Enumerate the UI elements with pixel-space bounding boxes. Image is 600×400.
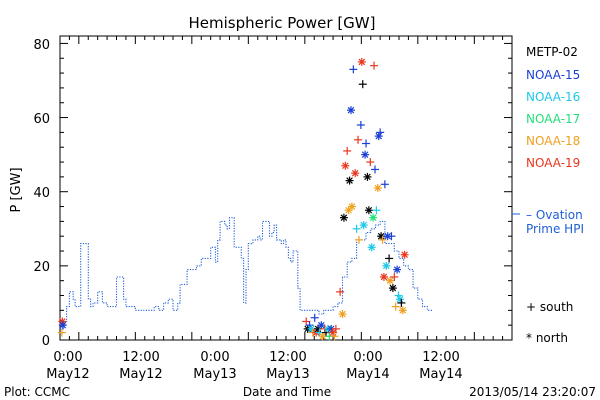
- data-point-north: [395, 295, 404, 304]
- data-point-south: [362, 139, 371, 148]
- y-tick-label: 0: [42, 334, 50, 349]
- data-point-south: [310, 313, 319, 322]
- x-tick-day: May14: [419, 367, 462, 382]
- x-tick-day: May12: [119, 367, 162, 382]
- x-tick-day: May13: [193, 367, 236, 382]
- x-tick-time: 0:00: [353, 350, 382, 365]
- data-point-south: [376, 128, 385, 137]
- data-point-north: [338, 310, 347, 319]
- footer-timestamp: 2013/05/14 23:20:07: [469, 385, 596, 399]
- x-tick-time: 0:00: [53, 350, 82, 365]
- data-point-north: [367, 243, 376, 252]
- data-point-north: [317, 321, 326, 330]
- data-point-south: [378, 235, 387, 244]
- x-tick-time: 12:00: [422, 350, 459, 365]
- legend-item-noaa-19: NOAA-19: [526, 156, 580, 170]
- data-point-south: [302, 317, 311, 326]
- data-point-south: [330, 332, 339, 341]
- data-point-south: [349, 65, 358, 74]
- data-point-south: [354, 135, 363, 144]
- data-point-north: [379, 272, 388, 281]
- y-tick-label: 20: [33, 260, 50, 275]
- y-tick-label: 40: [33, 186, 50, 201]
- data-point-north: [388, 284, 397, 293]
- data-point-south: [387, 232, 396, 241]
- data-point-north: [374, 132, 383, 141]
- data-point-south: [370, 165, 379, 174]
- legend-item-noaa-18: NOAA-18: [526, 134, 580, 148]
- x-tick-time: 12:00: [122, 350, 159, 365]
- data-point-south: [397, 298, 406, 307]
- x-tick-labels: 0:00 May12 12:00 May12 0:00 May13 12:00 …: [46, 350, 462, 382]
- legend-item-noaa-16: NOAA-16: [526, 90, 580, 104]
- data-point-north: [339, 213, 348, 222]
- y-tick-labels: 0 20 40 60 80: [33, 38, 50, 349]
- y-tick-label: 60: [33, 112, 50, 127]
- x-tick-time: 0:00: [200, 350, 229, 365]
- data-point-north: [58, 321, 67, 330]
- data-point-north: [341, 161, 350, 170]
- data-point-north: [351, 169, 360, 178]
- y-axis-ticks: [60, 42, 512, 341]
- data-point-north: [347, 202, 356, 211]
- data-point-north: [386, 276, 395, 285]
- data-point-south: [380, 180, 389, 189]
- data-point-north: [359, 221, 368, 230]
- data-point-south: [358, 80, 367, 89]
- x-tick-day: May12: [46, 367, 89, 382]
- x-tick-day: May13: [266, 367, 309, 382]
- legend-ovation-label-2: Prime HPI: [526, 222, 584, 236]
- data-point-north: [363, 172, 372, 181]
- data-point-north: [361, 150, 370, 159]
- data-point-south: [390, 272, 399, 281]
- data-point-south: [385, 254, 394, 263]
- data-point-north: [373, 184, 382, 192]
- data-point-north: [382, 261, 391, 270]
- legend-south-marker: + south: [526, 300, 573, 314]
- chart-title: Hemispheric Power [GW]: [189, 14, 376, 32]
- y-tick-label: 80: [33, 38, 50, 53]
- data-point-south: [356, 120, 365, 129]
- legend-item-noaa-15: NOAA-15: [526, 68, 580, 82]
- data-point-south: [372, 206, 381, 215]
- x-tick-time: 12:00: [269, 350, 306, 365]
- data-point-north: [346, 106, 355, 115]
- data-point-north: [357, 57, 366, 66]
- data-point-south: [352, 224, 361, 233]
- data-point-south: [354, 235, 363, 244]
- x-axis-label: Date and Time: [243, 385, 331, 399]
- data-point-south: [391, 302, 400, 311]
- x-tick-day: May14: [346, 367, 389, 382]
- legend: METP-02 NOAA-15 NOAA-16 NOAA-17 NOAA-18 …: [512, 45, 584, 345]
- data-point-north: [364, 206, 373, 215]
- data-point-north: [393, 265, 402, 274]
- legend-ovation-label: – Ovation: [526, 208, 583, 222]
- legend-item-metp-02: METP-02: [526, 45, 578, 59]
- ovation-prime-hpi-series: [60, 217, 432, 330]
- data-point-south: [57, 328, 66, 337]
- x-axis-ticks: [59, 36, 513, 340]
- data-point-south: [336, 287, 345, 296]
- data-point-north: [345, 176, 354, 185]
- legend-item-noaa-17: NOAA-17: [526, 112, 580, 126]
- data-point-south: [331, 324, 340, 333]
- footer-plot-credit: Plot: CCMC: [4, 385, 70, 399]
- satellite-points: [57, 57, 409, 341]
- data-point-south: [370, 61, 379, 70]
- data-point-north: [398, 306, 407, 315]
- plot-frame: [59, 35, 513, 341]
- data-point-south: [366, 158, 375, 167]
- legend-north-marker: * north: [526, 331, 568, 345]
- data-point-south: [343, 146, 352, 155]
- y-axis-label: P [GW]: [9, 167, 24, 212]
- data-point-north: [400, 250, 409, 259]
- data-point-north: [369, 213, 378, 222]
